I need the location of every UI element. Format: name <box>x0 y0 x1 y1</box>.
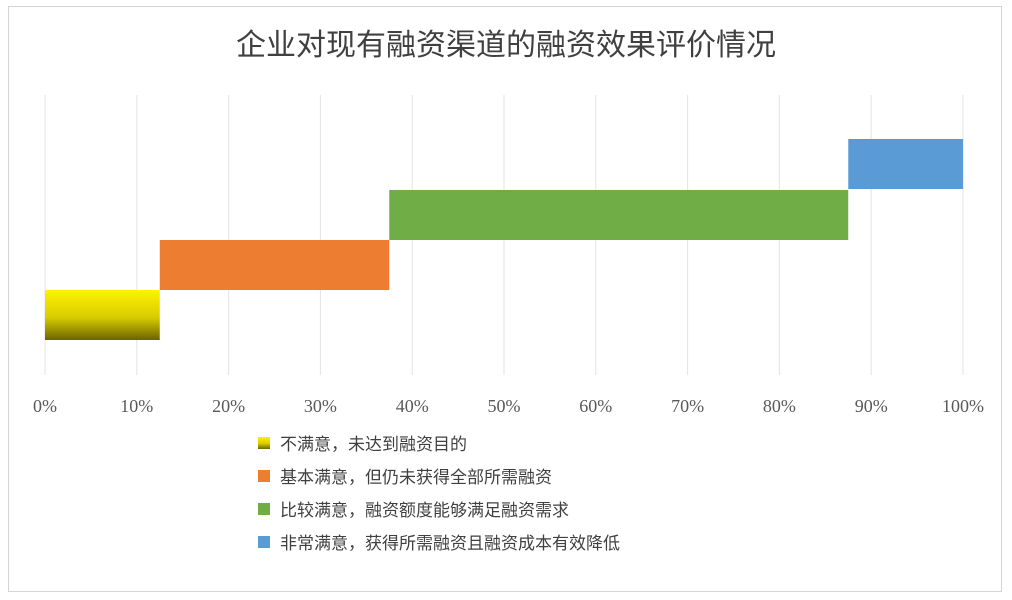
legend-label: 不满意，未达到融资目的 <box>280 435 467 455</box>
bar-2 <box>159 240 390 290</box>
legend-swatch <box>258 469 270 482</box>
chart-title: 企业对现有融资渠道的融资效果评价情况 <box>236 28 776 63</box>
x-tick-label: 60% <box>579 396 612 416</box>
x-tick-label: 90% <box>855 396 888 416</box>
legend-label: 比较满意，融资额度能够满足融资需求 <box>280 501 569 521</box>
legend-item: 基本满意，但仍未获得全部所需融资 <box>258 459 620 492</box>
legend-label: 非常满意，获得所需融资且融资成本有效降低 <box>280 534 620 554</box>
legend-swatch <box>258 436 270 449</box>
legend-item: 不满意，未达到融资目的 <box>258 426 620 459</box>
legend-label: 基本满意，但仍未获得全部所需融资 <box>280 468 552 488</box>
x-tick-label: 20% <box>212 396 245 416</box>
x-tick-label: 100% <box>942 396 984 416</box>
legend-item: 非常满意，获得所需融资且融资成本有效降低 <box>258 525 620 558</box>
x-tick-label: 80% <box>763 396 796 416</box>
legend: 不满意，未达到融资目的基本满意，但仍未获得全部所需融资 比较满意，融资额度能够满足… <box>258 426 620 558</box>
x-tick-label: 50% <box>488 396 521 416</box>
bar-3 <box>389 190 849 240</box>
legend-item: 比较满意，融资额度能够满足融资需求 <box>258 492 620 525</box>
x-tick-label: 0% <box>33 396 57 416</box>
bar-4 <box>848 139 963 189</box>
legend-swatch <box>258 535 270 548</box>
x-tick-label: 70% <box>671 396 704 416</box>
x-tick-label: 10% <box>120 396 153 416</box>
chart-frame <box>8 6 1002 592</box>
legend-swatch <box>258 502 270 515</box>
bar-group <box>45 139 963 340</box>
x-tick-label: 30% <box>304 396 337 416</box>
x-tick-label: 40% <box>396 396 429 416</box>
bar-1 <box>45 290 160 340</box>
x-tick-labels: 0% 10% 20% 30% 40% 50% 60% 70% 80% 90% 100% <box>33 396 984 416</box>
